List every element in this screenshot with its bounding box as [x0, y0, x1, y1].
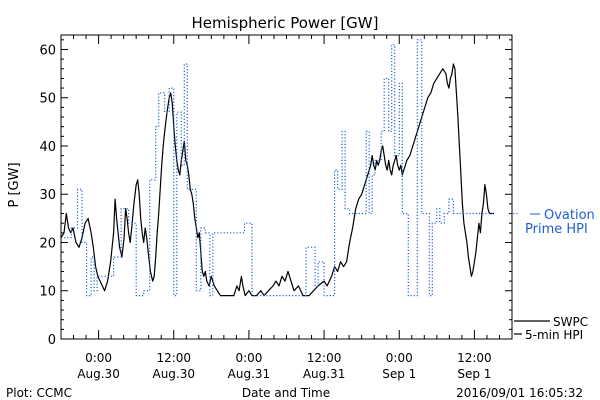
series-swpc-line [61, 63, 494, 297]
legend: Ovation Prime HPI SWPC 5-min HPI [514, 208, 595, 342]
x-tick-time-label: 12:00 [457, 351, 492, 365]
y-tick-label: 60 [39, 43, 56, 58]
x-tick-time-label: 0:00 [85, 351, 112, 365]
x-tick-date-label: Aug.31 [228, 367, 271, 381]
x-tick-time-label: 12:00 [156, 351, 191, 365]
legend-ovation-line2: Prime HPI [525, 222, 588, 237]
footer-timestamp: 2016/09/01 16:05:32 [456, 386, 583, 400]
legend-swpc-line1: SWPC [553, 315, 588, 329]
footer-plot-credit: Plot: CCMC [6, 386, 72, 400]
x-tick-date-label: Aug.31 [303, 367, 346, 381]
legend-ovation-line1: Ovation [544, 208, 595, 223]
x-tick-date-label: Aug.30 [77, 367, 120, 381]
plot-frame [60, 34, 513, 340]
y-tick-label: 40 [39, 140, 56, 155]
x-tick-date-label: Sep 1 [457, 367, 491, 381]
y-axis-label: P [GW] [7, 162, 22, 207]
legend-swpc-line2: 5-min HPI [525, 328, 583, 342]
y-tick-label: 20 [39, 236, 56, 251]
x-tick-time-label: 12:00 [307, 351, 342, 365]
series-ovation-prime-line [61, 39, 494, 297]
chart-title: Hemispheric Power [GW] [192, 14, 379, 32]
axes: 0 10 20 30 40 50 60 0:00 Aug.30 12:00 Aug.30 0:00 Au… [39, 34, 518, 381]
y-tick-label: 0 [48, 333, 56, 348]
x-tick-date-label: Sep 1 [382, 367, 416, 381]
series-group [61, 39, 494, 297]
x-tick-time-label: 0:00 [235, 351, 262, 365]
y-tick-label: 50 [39, 92, 56, 107]
x-axis-label: Date and Time [242, 386, 330, 400]
y-tick-label: 30 [39, 188, 56, 203]
y-tick-label: 10 [39, 285, 56, 300]
x-tick-time-label: 0:00 [386, 351, 413, 365]
x-tick-date-label: Aug.30 [152, 367, 195, 381]
plot-area [61, 39, 494, 297]
